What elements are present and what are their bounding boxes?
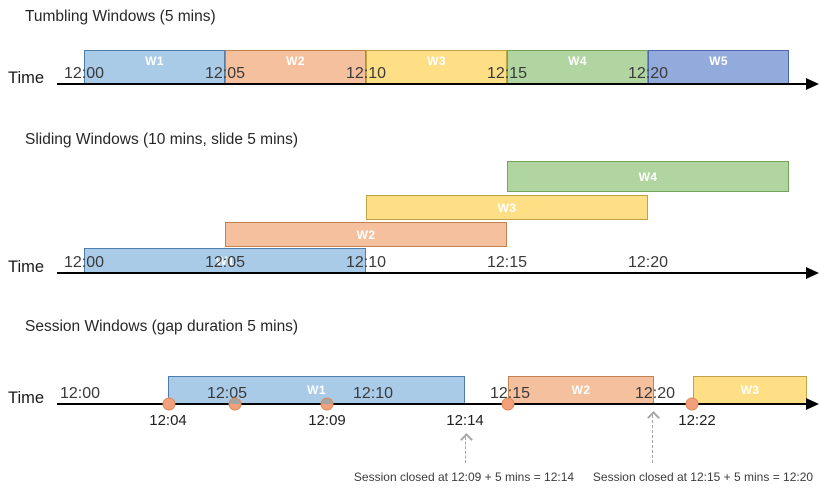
tumbling-window-w5: W5 xyxy=(648,50,789,84)
tumbling-tick-12:15: 12:15 xyxy=(486,65,528,82)
event-time-label-12:09: 12:09 xyxy=(308,412,346,429)
sliding-window-w1: W1 xyxy=(84,248,366,273)
event-dot-4 xyxy=(501,397,515,411)
tumbling-tick-12:00: 12:00 xyxy=(63,65,105,82)
event-dot-2 xyxy=(228,397,242,411)
tumbling-tick-12:20: 12:20 xyxy=(627,65,669,82)
window-label: W1 xyxy=(307,383,326,397)
session-tick-12:15: 12:15 xyxy=(489,385,531,402)
session-time-axis-label: Time xyxy=(8,389,45,407)
event-dot-5 xyxy=(685,397,699,411)
event-time-label-12:14: 12:14 xyxy=(446,412,484,429)
tumbling-window-w4: W4 xyxy=(507,50,648,84)
window-label: W2 xyxy=(286,54,305,68)
tumbling-axis-arrowhead-icon xyxy=(806,78,819,90)
session-closed-arrow-icon-2 xyxy=(652,415,653,463)
event-time-label-12:04: 12:04 xyxy=(149,412,187,429)
window-label: W1 xyxy=(145,54,164,68)
session-section-title: Session Windows (gap duration 5 mins) xyxy=(25,318,299,335)
session-tick-12:10: 12:10 xyxy=(352,385,394,402)
tumbling-tick-12:10: 12:10 xyxy=(345,65,387,82)
window-label: W3 xyxy=(427,54,446,68)
tumbling-time-axis xyxy=(57,83,806,85)
session-tick-12:05: 12:05 xyxy=(206,385,248,402)
window-label: W2 xyxy=(356,227,376,242)
session-closed-note-1: Session closed at 12:09 + 5 mins = 12:14 xyxy=(353,470,575,484)
window-label: W3 xyxy=(740,383,760,397)
session-tick-12:20: 12:20 xyxy=(634,385,676,402)
sliding-tick-12:10: 12:10 xyxy=(345,254,387,271)
window-label: W5 xyxy=(709,54,728,68)
window-label: W1 xyxy=(215,253,235,268)
window-label: W4 xyxy=(568,54,587,68)
tumbling-time-axis-label: Time xyxy=(8,69,45,87)
sliding-window-w4: W4 xyxy=(507,161,789,192)
sliding-time-axis xyxy=(57,272,806,274)
session-tick-12:00: 12:00 xyxy=(59,385,101,402)
window-label: W4 xyxy=(638,169,658,184)
event-dot-1 xyxy=(162,397,176,411)
sliding-tick-12:00: 12:00 xyxy=(63,254,105,271)
tumbling-window-w2: W2 xyxy=(225,50,366,84)
window-label: W3 xyxy=(497,200,517,215)
session-axis-arrowhead-icon xyxy=(806,398,819,410)
event-dot-3 xyxy=(320,397,334,411)
sliding-axis-arrowhead-icon xyxy=(806,267,819,279)
session-closed-arrow-icon-1 xyxy=(465,437,466,463)
sliding-window-w2: W2 xyxy=(225,222,507,247)
sliding-section-title: Sliding Windows (10 mins, slide 5 mins) xyxy=(25,131,299,148)
sliding-window-w3: W3 xyxy=(366,195,648,220)
tumbling-section-title: Tumbling Windows (5 mins) xyxy=(25,8,216,25)
sliding-tick-12:05: 12:05 xyxy=(204,254,246,271)
tumbling-window-w3: W3 xyxy=(366,50,507,84)
tumbling-tick-12:05: 12:05 xyxy=(204,65,246,82)
session-closed-note-2: Session closed at 12:15 + 5 mins = 12:20 xyxy=(592,470,814,484)
sliding-time-axis-label: Time xyxy=(8,258,45,276)
event-time-label-12:22: 12:22 xyxy=(678,412,716,429)
sliding-tick-12:15: 12:15 xyxy=(486,254,528,271)
sliding-tick-12:20: 12:20 xyxy=(627,254,669,271)
window-label: W2 xyxy=(571,383,591,397)
session-window-w3: W3 xyxy=(693,376,807,404)
session-time-axis xyxy=(57,403,806,405)
tumbling-window-w1: W1 xyxy=(84,50,225,84)
session-window-w2: W2 xyxy=(508,376,654,404)
